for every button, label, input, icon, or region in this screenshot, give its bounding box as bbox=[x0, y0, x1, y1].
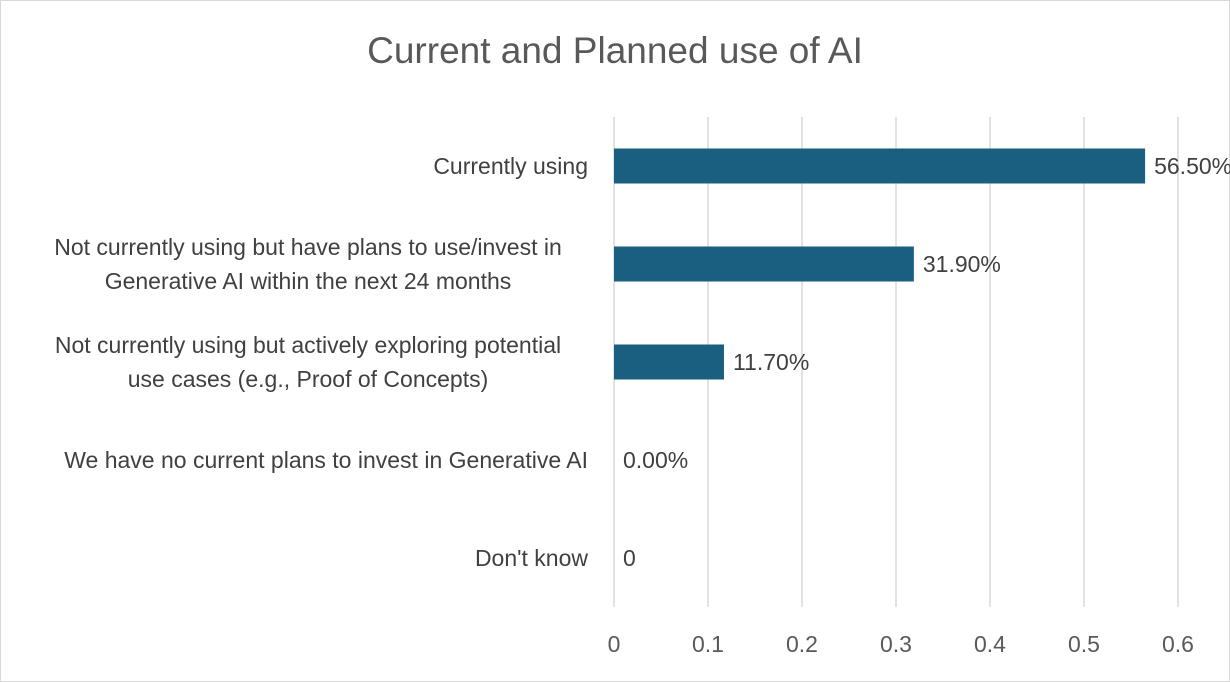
category-label: Currently using bbox=[433, 153, 588, 179]
category-label: We have no current plans to invest in Ge… bbox=[64, 447, 588, 473]
x-tick-label: 0 bbox=[608, 631, 621, 657]
data-labels: 56.50% 31.90% 11.70% 0.00% 0 bbox=[623, 153, 1230, 571]
x-tick-label: 0.5 bbox=[1068, 631, 1100, 657]
gridlines bbox=[613, 117, 1179, 607]
x-tick-label: 0.2 bbox=[786, 631, 818, 657]
x-axis-tick-labels: 0 0.1 0.2 0.3 0.4 0.5 0.6 bbox=[608, 631, 1194, 657]
x-tick-label: 0.1 bbox=[692, 631, 724, 657]
chart-title: Current and Planned use of AI bbox=[367, 30, 863, 71]
bar bbox=[614, 148, 1146, 184]
x-tick-label: 0.3 bbox=[880, 631, 912, 657]
category-label: Not currently using but have plans to us… bbox=[54, 234, 562, 260]
category-label: Not currently using but actively explori… bbox=[55, 332, 561, 358]
bar-data-label: 11.70% bbox=[733, 349, 809, 375]
bar bbox=[614, 246, 914, 282]
category-label: Don't know bbox=[475, 545, 588, 571]
bar-data-label: 0 bbox=[623, 545, 636, 571]
bar-data-label: 31.90% bbox=[923, 251, 1001, 277]
category-label: use cases (e.g., Proof of Concepts) bbox=[128, 366, 489, 392]
category-labels: Currently using Not currently using but h… bbox=[54, 153, 588, 571]
bar bbox=[614, 344, 724, 380]
x-tick-label: 0.4 bbox=[974, 631, 1006, 657]
bar-data-label: 0.00% bbox=[623, 447, 688, 473]
bar-data-label: 56.50% bbox=[1154, 153, 1230, 179]
x-tick-label: 0.6 bbox=[1162, 631, 1194, 657]
category-label: Generative AI within the next 24 months bbox=[105, 268, 512, 294]
bars bbox=[614, 148, 1146, 380]
